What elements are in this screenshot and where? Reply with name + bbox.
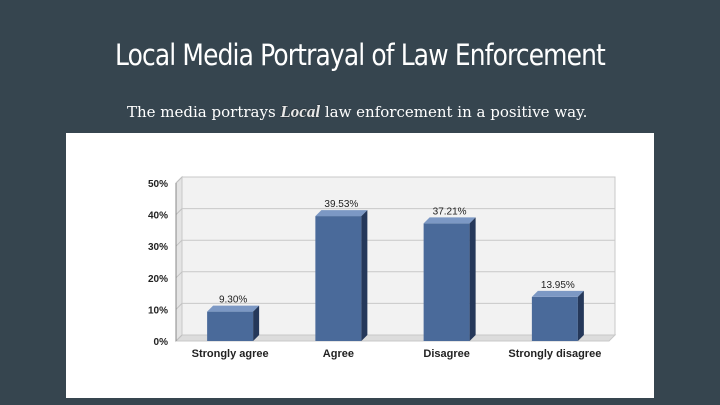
bar-chart: 0% 10% 20% 30% 40% 50% 9.30% Strongly agree 39.5… (148, 175, 617, 360)
gridline-diagonal (175, 334, 183, 342)
bar-front (315, 216, 362, 341)
bar-side (253, 305, 260, 341)
gridline-diagonal (175, 271, 183, 279)
gridline-diagonal (175, 239, 183, 247)
bar-top (423, 217, 476, 224)
chart-panel: 0% 10% 20% 30% 40% 50% 9.30% Strongly agree 39.5… (66, 133, 654, 398)
bar-front (423, 223, 470, 341)
gridline-diagonal (175, 176, 183, 184)
x-category-label: Agree (323, 348, 354, 360)
bar-side (469, 217, 476, 341)
slide-subtitle: The media portrays Local law enforcement… (127, 102, 587, 122)
x-category-label: Disagree (423, 348, 469, 360)
data-label: 9.30% (219, 295, 247, 306)
x-category-label: Strongly disagree (508, 348, 601, 360)
bar-front (207, 311, 254, 341)
subtitle-text-after: law enforcement in a positive way. (320, 103, 588, 121)
bar-side (577, 290, 584, 341)
y-tick-label: 10% (148, 305, 168, 316)
data-label: 13.95% (541, 280, 575, 291)
y-tick-label: 20% (148, 274, 168, 285)
y-tick-label: 40% (148, 211, 168, 222)
bar-side (361, 210, 368, 341)
subtitle-emphasis: Local (280, 102, 321, 121)
subtitle-text-before: The media portrays (127, 103, 281, 121)
y-tick-label: 0% (154, 337, 169, 348)
gridline-diagonal (175, 208, 183, 215)
y-tick-label: 50% (148, 179, 168, 190)
x-category-label: Strongly agree (192, 348, 269, 360)
bar-top (315, 210, 368, 217)
slide-title: Local Media Portrayal of Law Enforcement (115, 38, 606, 72)
bar-top (531, 290, 584, 297)
y-tick-label: 30% (148, 242, 168, 253)
data-label: 39.53% (324, 199, 358, 210)
data-label: 37.21% (433, 206, 467, 217)
bar-top (207, 305, 260, 312)
gridline-diagonal (175, 303, 183, 310)
plot-left-wall (175, 175, 183, 343)
bar-front (531, 296, 578, 341)
